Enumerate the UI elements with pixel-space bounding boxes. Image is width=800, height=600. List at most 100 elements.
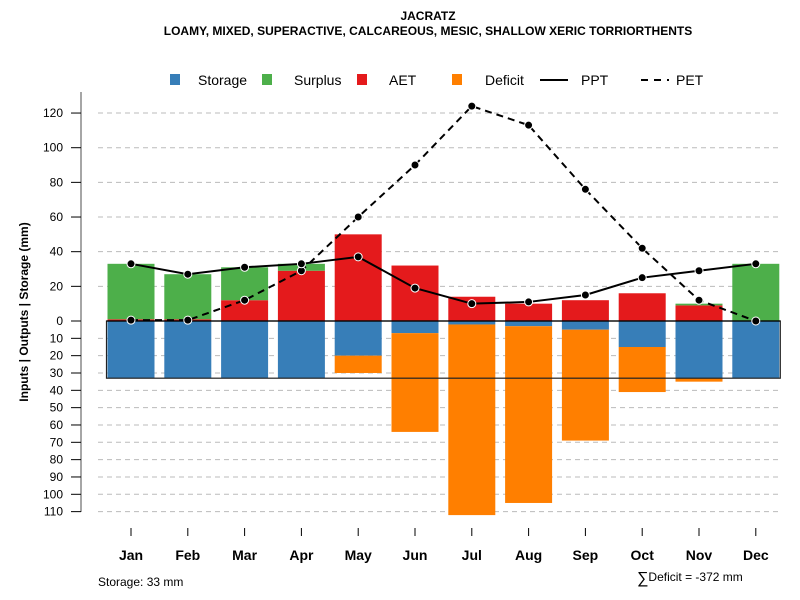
ppt-point (751, 259, 761, 269)
y-tick-label: 110 (44, 505, 63, 519)
x-tick-label: Jun (403, 547, 428, 563)
bar-deficit (561, 329, 609, 441)
bar-storage (618, 321, 666, 347)
bar-aet (505, 303, 553, 321)
y-tick-label: 60 (50, 418, 64, 432)
bar-deficit (334, 355, 382, 373)
bar-aet (561, 300, 609, 321)
ppt-point (467, 299, 477, 309)
storage-annotation: Storage: 33 mm (98, 575, 184, 589)
x-tick-label: Aug (515, 547, 542, 563)
legend-swatch-storage (170, 74, 180, 85)
ppt-point (126, 259, 136, 269)
y-tick-label: 60 (50, 210, 64, 224)
pet-point (410, 160, 420, 170)
legend-label-pet: PET (676, 72, 704, 88)
x-tick-label: May (345, 547, 372, 563)
y-tick-label: 100 (43, 487, 63, 501)
y-tick-label: 80 (50, 175, 64, 189)
x-tick-label: Oct (631, 547, 655, 563)
y-tick-label: 40 (50, 245, 64, 259)
chart-subtitle: LOAMY, MIXED, SUPERACTIVE, CALCAREOUS, M… (163, 24, 693, 38)
y-axis-label: Inputs | Outputs | Storage (mm) (17, 222, 31, 401)
ppt-point (240, 262, 250, 272)
ppt-point (183, 269, 193, 279)
x-tick-label: Jul (462, 547, 482, 563)
y-tick-label: 120 (43, 106, 63, 120)
x-tick-label: Jan (119, 547, 143, 563)
x-tick-label: Feb (175, 547, 200, 563)
legend-swatch-deficit (452, 74, 462, 85)
x-tick-label: Mar (232, 547, 257, 563)
y-tick-label: 20 (50, 279, 64, 293)
bar-deficit (391, 333, 439, 432)
bar-deficit (448, 324, 496, 516)
ppt-point (694, 266, 704, 276)
sigma-icon: ∑ (637, 570, 649, 587)
y-tick-label: 90 (50, 470, 64, 484)
bar-storage (391, 321, 439, 334)
ppt-point (524, 297, 534, 307)
bar-storage (164, 321, 212, 379)
y-tick-label: 40 (50, 383, 64, 397)
bar-storage (561, 321, 609, 330)
bar-deficit (505, 326, 553, 503)
bar-aet (618, 293, 666, 321)
y-tick-label: 30 (50, 366, 64, 380)
x-tick-label: Dec (743, 547, 769, 563)
legend-label-ppt: PPT (581, 72, 609, 88)
y-tick-label: 20 (50, 349, 64, 363)
pet-point (694, 295, 704, 305)
deficit-sum-annotation: ∑Deficit = -372 mm (637, 570, 743, 588)
pet-point (580, 184, 590, 194)
legend-label-aet: AET (389, 72, 417, 88)
ppt-point (296, 259, 306, 269)
bar-storage (505, 321, 553, 327)
legend-label-surplus: Surplus (294, 72, 341, 88)
bar-surplus (221, 267, 269, 301)
bar-aet (221, 300, 269, 321)
pet-point (353, 212, 363, 222)
bar-storage (221, 321, 269, 379)
y-tick-label: 80 (50, 453, 64, 467)
bar-aet (334, 234, 382, 321)
bar-storage (107, 321, 155, 379)
ppt-point (353, 252, 363, 262)
pet-point (467, 101, 477, 111)
y-tick-label: 0 (56, 314, 63, 328)
ppt-point (410, 283, 420, 293)
bar-storage (675, 321, 723, 379)
bar-aet (675, 305, 723, 321)
chart-title: JACRATZ (400, 9, 456, 23)
bar-surplus (107, 263, 155, 320)
x-tick-label: Apr (289, 547, 314, 563)
y-tick-label: 10 (50, 331, 64, 345)
bar-aet (277, 270, 325, 321)
pet-line (131, 104, 757, 322)
bar-surplus (164, 274, 212, 320)
pet-point (637, 243, 647, 253)
legend-label-storage: Storage (198, 72, 247, 88)
legend-swatch-aet (357, 74, 367, 85)
pet-point (183, 315, 193, 325)
y-tick-label: 50 (50, 401, 64, 415)
ppt-line (130, 255, 756, 305)
ppt-point (580, 290, 590, 300)
y-tick-label: 70 (50, 435, 64, 449)
pet-point (751, 316, 761, 326)
legend-label-deficit: Deficit (485, 72, 524, 88)
ppt-point (637, 273, 647, 283)
bar-storage (448, 321, 496, 325)
bar-storage (334, 321, 382, 356)
pet-point (524, 120, 534, 130)
bar-deficit (675, 378, 723, 382)
x-tick-label: Sep (573, 547, 599, 563)
x-tick-label: Nov (686, 547, 713, 563)
y-tick-label: 100 (43, 141, 63, 155)
bar-storage (732, 321, 780, 379)
pet-point (126, 315, 136, 325)
legend-swatch-surplus (262, 74, 272, 85)
bar-surplus (732, 263, 780, 321)
pet-point (240, 295, 250, 305)
